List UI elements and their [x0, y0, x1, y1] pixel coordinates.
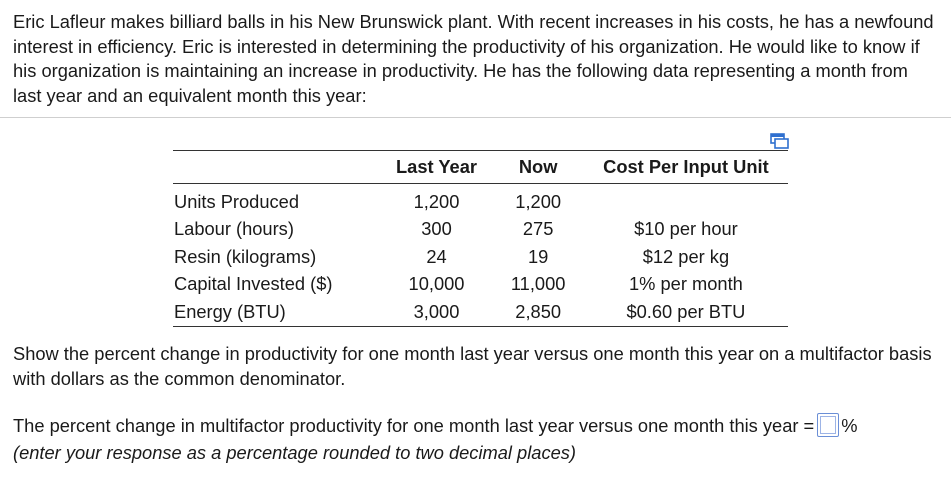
row-label: Labour (hours) [174, 218, 294, 240]
cell-cost: $0.60 per BTU [583, 298, 788, 327]
table-row: Resin (kilograms) 24 19 $12 per kg [173, 243, 788, 271]
answer-line: The percent change in multifactor produc… [13, 413, 948, 439]
header-last-year: Last Year [380, 150, 493, 184]
table-header-row: Last Year Now Cost Per Input Unit [173, 150, 788, 184]
answer-prompt: The percent change in multifactor produc… [13, 415, 815, 436]
cell-last-year: 1,200 [413, 190, 460, 212]
table-row: Units Produced 1,200 1,200 [173, 184, 788, 216]
problem-intro: Eric Lafleur makes billiard balls in his… [13, 11, 934, 106]
answer-input[interactable] [817, 413, 840, 437]
row-label: Resin (kilograms) [174, 245, 317, 267]
cell-now: 19 [527, 245, 549, 267]
data-table: Last Year Now Cost Per Input Unit Units … [173, 150, 788, 327]
row-label: Capital Invested ($) [174, 273, 333, 295]
cell-cost [584, 184, 788, 216]
section-divider [0, 117, 951, 118]
header-label [173, 150, 381, 184]
cell-now: 11,000 [510, 273, 566, 295]
percent-unit: % [841, 415, 858, 436]
cell-last-year: 24 [426, 245, 447, 267]
row-label: Energy (BTU) [173, 298, 381, 327]
header-cost: Cost Per Input Unit [583, 150, 788, 184]
cell-now: 2,850 [492, 298, 584, 327]
cell-last-year: 300 [421, 218, 452, 240]
copy-icon[interactable] [770, 133, 789, 149]
cell-now: 275 [522, 218, 554, 240]
table-row: Capital Invested ($) 10,000 11,000 1% pe… [173, 271, 788, 299]
question-text: Show the percent change in productivity … [13, 343, 932, 389]
cell-cost: $12 per kg [642, 245, 730, 267]
table-row: Energy (BTU) 3,000 2,850 $0.60 per BTU [173, 298, 788, 327]
cell-cost: 1% per month [629, 273, 743, 295]
cell-now: 1,200 [515, 190, 562, 212]
cell-cost: $10 per hour [634, 218, 738, 240]
table-row: Labour (hours) 300 275 $10 per hour [173, 216, 788, 244]
answer-instruction: (enter your response as a percentage rou… [13, 442, 576, 463]
cell-last-year: 3,000 [380, 298, 493, 327]
cell-last-year: 10,000 [408, 273, 465, 295]
header-now: Now [492, 150, 584, 184]
row-label: Units Produced [174, 190, 299, 212]
